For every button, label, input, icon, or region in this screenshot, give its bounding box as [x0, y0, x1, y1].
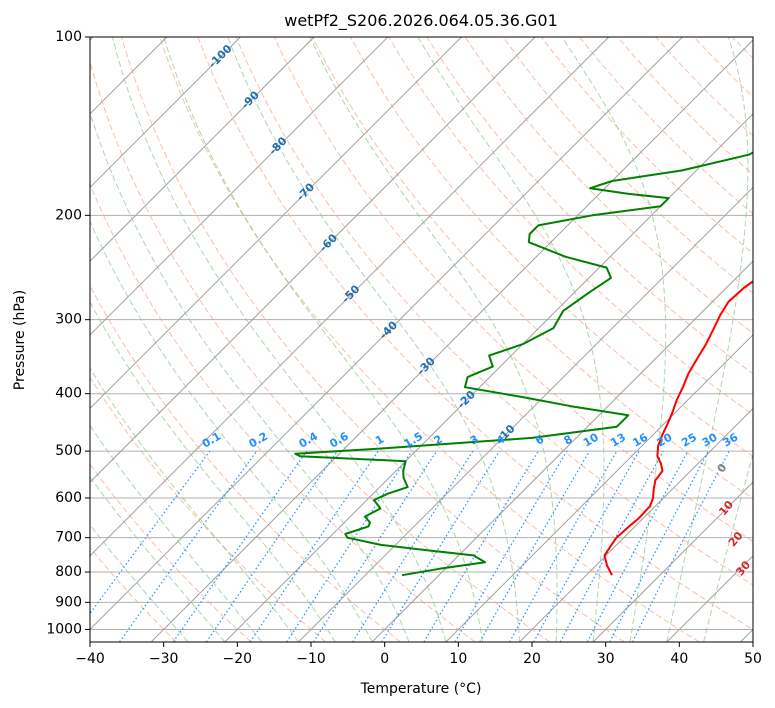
temperature-trace: [603, 280, 753, 576]
isotherm: [90, 37, 462, 410]
dry-adiabat: [617, 37, 753, 176]
isotherm: [90, 37, 389, 336]
moist-adiabat: [90, 111, 410, 642]
pressure-grid: [90, 37, 753, 630]
dry-adiabat: [235, 37, 753, 586]
moist-adiabat: [90, 524, 189, 642]
plot-frame: [89, 36, 754, 643]
dry-adiabat: [502, 37, 753, 294]
y-axis-ticks: 100 200 300 400 500 600 700 800 900 1000: [46, 29, 90, 637]
isotherm: [519, 407, 753, 642]
dry-adiabat: [121, 37, 625, 642]
moist-adiabat: [90, 301, 336, 642]
mixing-ratio-line: [90, 450, 211, 615]
y-tick-label: 500: [55, 443, 82, 459]
isotherm: [445, 334, 753, 642]
y-tick-label: 1000: [46, 621, 82, 637]
x-tick-label: 30: [597, 651, 615, 667]
isotherm: [90, 37, 610, 557]
moist-adiabat: [90, 424, 262, 642]
isotherm: [90, 37, 315, 262]
x-tick-label: 50: [744, 651, 762, 667]
isotherm: [224, 113, 753, 642]
y-axis-label: Pressure (hPa): [12, 290, 28, 390]
y-tick-label: 400: [55, 386, 82, 402]
isotherm: [90, 37, 241, 189]
moist-adiabat: [163, 37, 484, 642]
mixing-ratio-line: [454, 450, 568, 642]
moist-adiabat: [112, 37, 447, 642]
moist-adiabat: [309, 37, 558, 642]
x-tick-label: 10: [449, 651, 467, 667]
moist-adiabat: [227, 37, 520, 642]
moist-adiabat: [417, 37, 605, 642]
dry-adiabat: [388, 37, 753, 416]
chart-title: wetPf2_S206.2026.064.05.36.G01: [284, 11, 558, 31]
y-tick-label: 900: [55, 594, 82, 610]
mixing-ratio-line: [559, 450, 664, 642]
dry-adiabat: [90, 284, 401, 642]
dewpoint-trace: [294, 151, 753, 577]
mixing-ratio-line: [172, 450, 308, 642]
dry-adiabat: [579, 37, 753, 215]
dry-adiabat: [90, 60, 551, 642]
y-tick-label: 100: [55, 29, 82, 45]
y-tick-label: 300: [55, 312, 82, 328]
mixing-ratio-line: [205, 450, 338, 642]
x-tick-label: 0: [380, 651, 389, 667]
mixing-ratio-line: [479, 450, 591, 642]
moist-adiabat: [90, 220, 373, 642]
y-tick-label: 800: [55, 564, 82, 580]
dry-adiabat: [197, 37, 753, 631]
mixing-ratio-line: [533, 450, 640, 642]
isotherm: [371, 260, 753, 642]
mixing-ratio-line: [381, 450, 501, 642]
x-axis-ticks: −40 −30 −20 −10 0 10 20 30 40 50: [75, 642, 762, 667]
mixing-ratio-line: [509, 450, 618, 642]
isotherm: [150, 39, 753, 642]
dry-adiabat: [464, 37, 753, 334]
y-tick-label: 600: [55, 490, 82, 506]
isotherm: [90, 37, 683, 631]
mixing-ratio-lines: [90, 450, 730, 642]
x-tick-label: −10: [296, 651, 326, 667]
mixing-ratio-line: [119, 450, 258, 642]
moist-adiabat: [90, 367, 299, 642]
x-tick-label: 20: [523, 651, 541, 667]
isotherm: [90, 37, 536, 483]
dry-adiabat: [311, 37, 753, 500]
isotherms: [90, 37, 753, 642]
moist-adiabat: [666, 37, 749, 642]
isotherm: [592, 481, 753, 642]
x-tick-label: −30: [149, 651, 179, 667]
mixing-ratio-line: [423, 450, 539, 642]
isotherm: [298, 186, 753, 642]
dry-adiabat: [90, 182, 476, 642]
mixing-ratio-line: [312, 450, 438, 642]
x-axis-label: Temperature (°C): [360, 681, 482, 697]
mixing-ratio-line: [352, 450, 474, 642]
x-tick-label: −20: [223, 651, 253, 667]
x-tick-label: 40: [670, 651, 688, 667]
sounding-traces: [294, 151, 753, 577]
y-tick-label: 200: [55, 207, 82, 223]
x-tick-label: −40: [75, 651, 105, 667]
dry-adiabat: [541, 37, 753, 254]
y-tick-label: 700: [55, 530, 82, 546]
moist-adiabat: [90, 476, 226, 642]
